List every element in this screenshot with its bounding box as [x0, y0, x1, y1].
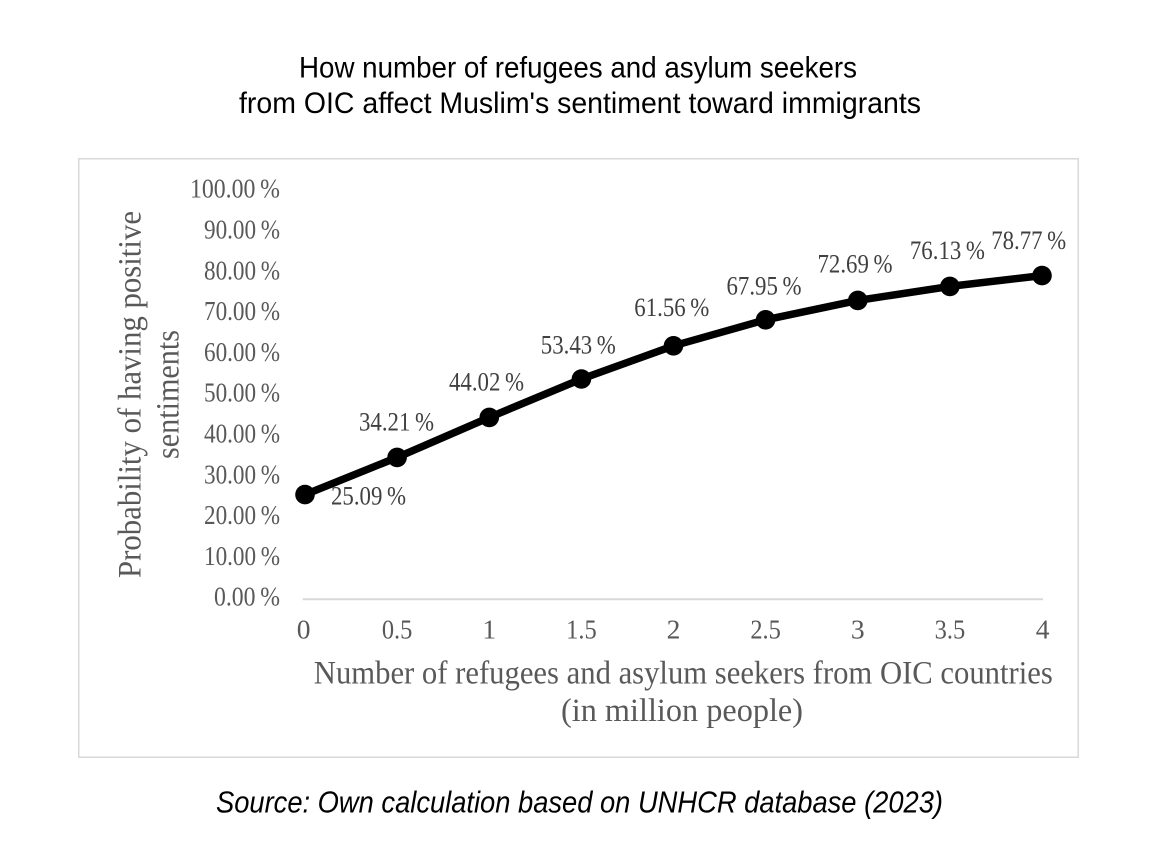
svg-text:30.00 %: 30.00 % — [204, 458, 280, 489]
svg-text:1.5: 1.5 — [566, 614, 597, 645]
svg-text:61.56 %: 61.56 % — [634, 293, 709, 322]
svg-text:50.00 %: 50.00 % — [204, 377, 280, 408]
svg-text:20.00 %: 20.00 % — [204, 499, 280, 530]
svg-text:1: 1 — [482, 614, 496, 645]
svg-text:34.21 %: 34.21 % — [359, 408, 434, 437]
svg-text:How number of refugees and asy: How number of refugees and asylum seeker… — [299, 52, 857, 85]
svg-text:100.00 %: 100.00 % — [190, 173, 280, 204]
svg-text:78.77 %: 78.77 % — [991, 226, 1066, 255]
svg-text:3.5: 3.5 — [935, 614, 966, 645]
svg-text:0.5: 0.5 — [382, 614, 413, 645]
svg-text:from OIC affect Muslim's senti: from OIC affect Muslim's sentiment towar… — [239, 87, 921, 120]
svg-text:60.00 %: 60.00 % — [204, 336, 280, 367]
svg-text:72.69 %: 72.69 % — [818, 250, 893, 279]
svg-text:67.95 %: 67.95 % — [727, 271, 802, 300]
svg-text:Probability of having positive: Probability of having positive — [113, 211, 149, 578]
svg-text:25.09 %: 25.09 % — [331, 482, 406, 511]
svg-text:4: 4 — [1036, 614, 1050, 645]
svg-text:(in million people): (in million people) — [561, 693, 803, 729]
svg-text:3: 3 — [851, 614, 865, 645]
svg-text:Number of refugees and asylum: Number of refugees and asylum seekers fr… — [314, 656, 1053, 692]
svg-text:90.00 %: 90.00 % — [204, 214, 280, 245]
svg-text:53.43 %: 53.43 % — [541, 331, 616, 360]
svg-text:0.00 %: 0.00 % — [214, 581, 280, 612]
svg-text:44.02 %: 44.02 % — [449, 368, 524, 397]
svg-text:sentiments: sentiments — [151, 330, 187, 459]
svg-text:10.00 %: 10.00 % — [204, 540, 280, 571]
svg-text:80.00 %: 80.00 % — [204, 254, 280, 285]
svg-text:Source: Own calculation based: Source: Own calculation based on UNHCR d… — [216, 785, 943, 820]
svg-text:2.5: 2.5 — [750, 614, 781, 645]
svg-text:2: 2 — [667, 614, 681, 645]
svg-text:40.00 %: 40.00 % — [204, 418, 280, 449]
svg-text:76.13 %: 76.13 % — [910, 236, 985, 265]
svg-text:70.00 %: 70.00 % — [204, 295, 280, 326]
svg-text:0: 0 — [297, 614, 311, 645]
